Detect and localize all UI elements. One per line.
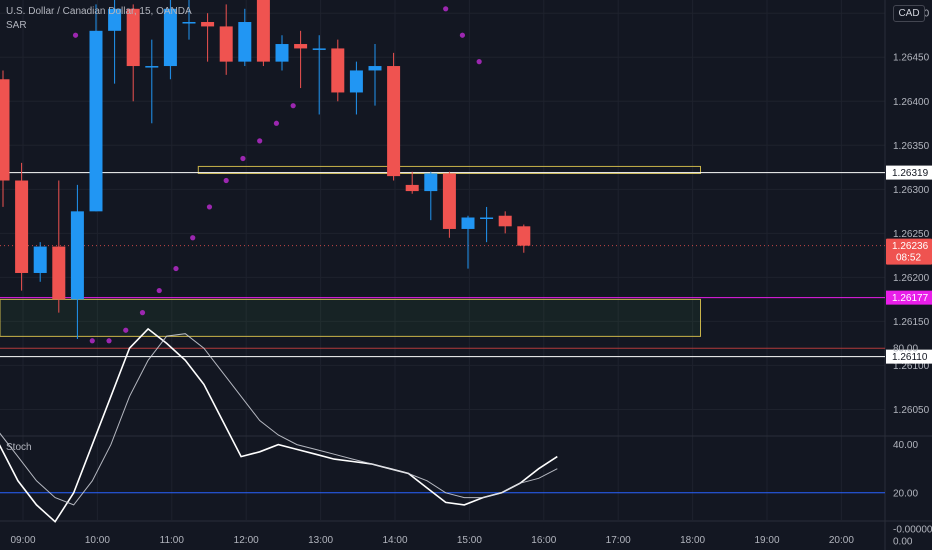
sar-point [123,327,129,333]
candle-body[interactable] [108,8,122,31]
zone-box[interactable] [0,298,701,337]
candle-body[interactable] [405,184,419,192]
time-axis-label: 18:00 [680,535,705,546]
price-axis-label: 1.26250 [893,229,930,240]
candle-body[interactable] [33,246,47,273]
time-axis-label: 12:00 [234,535,259,546]
candle-body[interactable] [331,48,345,93]
sar-point [290,103,296,109]
price-axis-label: 1.26150 [893,317,930,328]
candle-body[interactable] [0,79,10,181]
candle-body[interactable] [256,0,270,62]
sar-point [190,235,196,241]
candle-body[interactable] [387,66,401,177]
price-axis-label: 1.26350 [893,141,930,152]
candle-body[interactable] [517,226,531,246]
indicator-label-sar: SAR [6,20,27,31]
stoch-series-line [0,327,558,523]
sar-point [72,32,79,38]
candle-body[interactable] [424,173,438,192]
sar-point [459,32,466,38]
level-price-tag [886,290,932,305]
price-axis-label: 1.26450 [893,53,930,64]
indicator-label-stoch: Stoch [6,442,32,453]
time-axis-label: 20:00 [829,535,854,546]
candle-body[interactable] [480,217,494,220]
candle-body[interactable] [15,180,29,273]
candle-body[interactable] [294,44,308,49]
stoch-axis-label: 0.00 [893,537,913,548]
sar-point [476,59,482,65]
candle-body[interactable] [201,22,215,27]
countdown-label: 08:52 [896,253,921,264]
stoch-series-line [0,333,558,506]
candle-body[interactable] [461,217,475,229]
candle-body[interactable] [163,8,177,67]
time-axis-label: 14:00 [382,535,407,546]
candle-body[interactable] [219,26,233,62]
candle-body[interactable] [349,70,363,93]
candle-body[interactable] [70,211,84,300]
candle-body[interactable] [238,22,252,62]
level-price-label: 1.26319 [892,168,929,179]
sar-point [273,120,280,126]
sar-point [156,287,162,294]
level-price-tag [886,165,932,180]
currency-button[interactable]: CAD [893,5,925,22]
time-axis-label: 09:00 [10,535,35,546]
time-axis-label: 10:00 [85,535,110,546]
level-price-tag [886,349,932,364]
candle-body[interactable] [498,215,512,227]
sar-point [443,6,449,12]
level-price-label: 1.26177 [892,293,929,304]
time-axis-label: 13:00 [308,535,333,546]
sar-point [257,138,263,144]
time-axis-label: 19:00 [754,535,779,546]
candle-body[interactable] [89,30,103,212]
candle-body[interactable] [442,173,456,229]
symbol-title: U.S. Dollar / Canadian Dollar, 15, OANDA [6,6,192,17]
sar-point [240,155,246,162]
sar-point [173,265,179,272]
sar-point [106,338,112,344]
candle-body[interactable] [312,48,326,50]
current-price-label: 1.26236 [892,241,929,252]
price-axis-label: 1.26100 [893,361,930,372]
stoch-axis-label: 40.00 [893,440,918,451]
current-price-tag [886,238,932,265]
candle-body[interactable] [126,8,140,67]
sar-point [139,310,146,316]
candle-body[interactable] [275,44,289,62]
time-axis-label: 15:00 [457,535,482,546]
stoch-axis-label: 20.00 [893,488,918,499]
candle-body[interactable] [368,66,382,71]
sar-point [89,338,95,344]
time-axis-label: 11:00 [160,535,185,546]
price-axis-label: 1.26200 [893,273,930,284]
time-axis-label: 17:00 [606,535,631,546]
time-axis-label: 16:00 [531,535,556,546]
candle-body[interactable] [182,22,196,24]
price-axis-label: 1.26050 [893,405,930,416]
candle-body[interactable] [52,246,66,300]
sar-point [223,177,229,184]
sar-point [206,204,213,210]
level-price-label: 1.26110 [892,352,928,363]
candle-body[interactable] [145,66,159,68]
stoch-axis-label: -0.00000 [893,525,932,536]
price-axis-label: 1.26300 [893,185,930,196]
stoch-axis-label: 80.00 [893,344,918,355]
price-axis-label: 1.26400 [893,97,930,108]
